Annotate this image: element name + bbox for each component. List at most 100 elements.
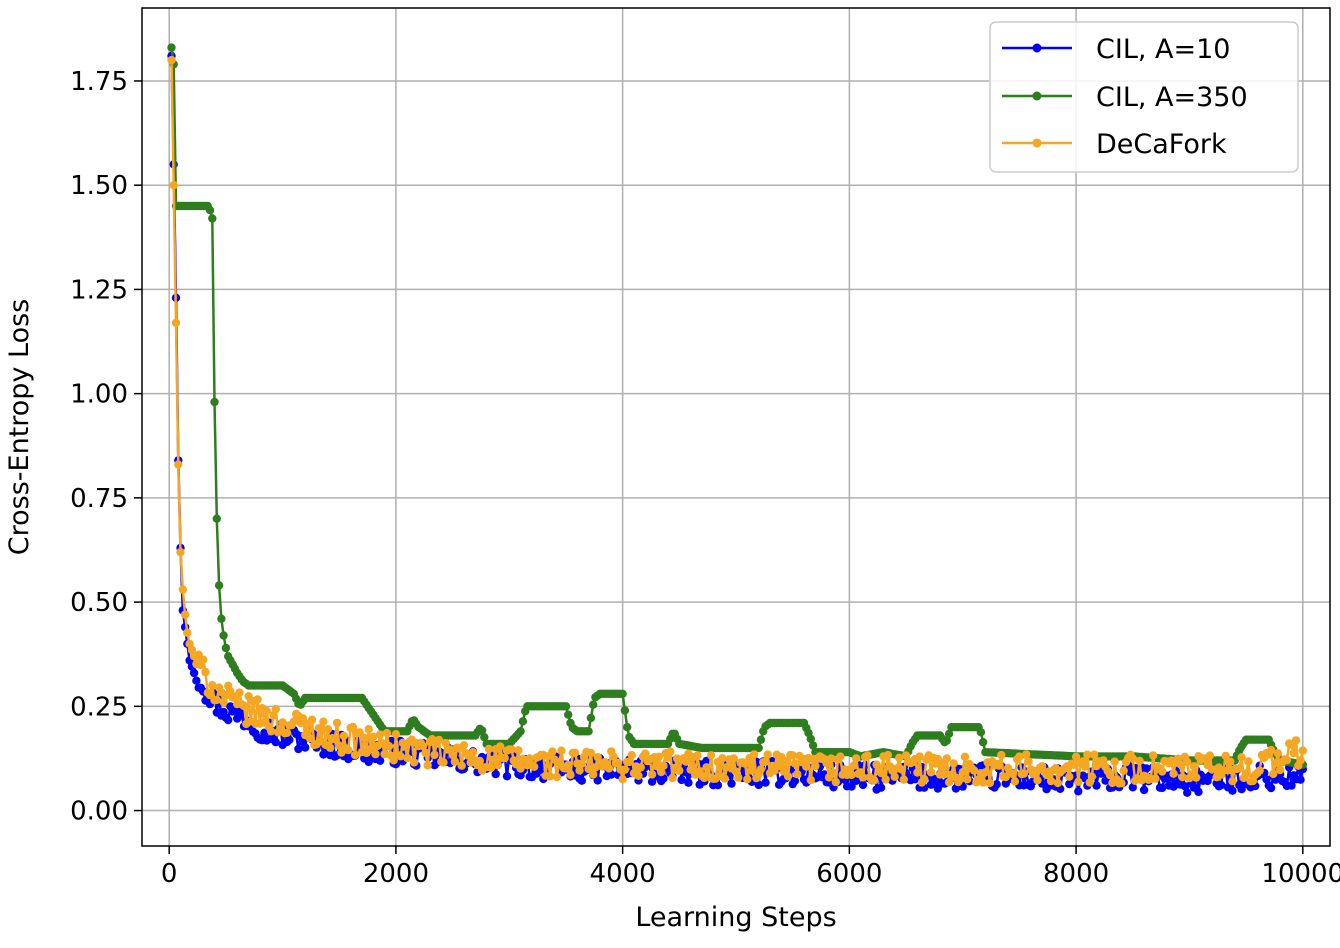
data-point bbox=[564, 760, 573, 770]
data-point bbox=[1142, 764, 1151, 773]
legend-label-decafork: DeCaFork bbox=[1096, 129, 1227, 160]
data-point bbox=[1217, 780, 1226, 790]
data-point bbox=[516, 764, 525, 773]
data-point bbox=[305, 733, 314, 743]
data-point bbox=[1296, 775, 1305, 784]
legend: CIL, A=10 CIL, A=350 DeCaFork bbox=[989, 21, 1299, 173]
data-point bbox=[375, 756, 385, 765]
data-point bbox=[1282, 755, 1292, 765]
data-point bbox=[1092, 781, 1101, 790]
data-point bbox=[659, 761, 668, 770]
data-point bbox=[734, 773, 743, 782]
data-point bbox=[260, 728, 269, 737]
data-point bbox=[675, 766, 684, 775]
data-point bbox=[289, 717, 299, 726]
data-point bbox=[491, 769, 500, 779]
data-point bbox=[350, 750, 360, 760]
y-tick-label: 1.50 bbox=[70, 171, 128, 201]
data-point bbox=[831, 777, 840, 787]
legend-label-cil-a350: CIL, A=350 bbox=[1096, 82, 1248, 113]
data-point bbox=[749, 750, 759, 759]
data-point bbox=[1287, 781, 1296, 790]
data-point bbox=[1244, 757, 1253, 766]
data-point bbox=[1151, 774, 1160, 783]
data-point bbox=[613, 758, 623, 767]
data-point bbox=[940, 770, 949, 779]
data-point bbox=[421, 748, 430, 757]
x-axis-label: Learning Steps bbox=[635, 902, 836, 933]
data-point bbox=[439, 758, 448, 767]
data-point bbox=[294, 744, 303, 754]
data-point bbox=[208, 681, 217, 690]
y-tick-label: 0.25 bbox=[70, 692, 128, 722]
data-point bbox=[448, 750, 457, 760]
data-point bbox=[221, 643, 231, 653]
data-point bbox=[199, 655, 208, 664]
data-point bbox=[1266, 745, 1276, 755]
data-point bbox=[657, 767, 666, 777]
data-point bbox=[870, 776, 879, 785]
data-point bbox=[486, 763, 496, 772]
data-point bbox=[566, 770, 575, 780]
data-point bbox=[1099, 756, 1108, 765]
data-point bbox=[754, 743, 763, 753]
data-point bbox=[931, 777, 940, 786]
data-point bbox=[239, 701, 249, 711]
data-point bbox=[702, 763, 711, 772]
data-point bbox=[1065, 779, 1074, 789]
data-point bbox=[858, 773, 868, 782]
data-point bbox=[1273, 749, 1283, 758]
data-point bbox=[847, 782, 856, 791]
data-point bbox=[1241, 769, 1251, 778]
data-point bbox=[332, 718, 342, 728]
data-point bbox=[992, 780, 1001, 789]
data-point bbox=[1071, 752, 1081, 762]
data-point bbox=[584, 727, 593, 736]
data-point bbox=[219, 697, 228, 707]
data-point bbox=[518, 717, 528, 726]
data-point bbox=[369, 732, 378, 741]
data-point bbox=[217, 614, 226, 623]
data-point bbox=[189, 668, 199, 678]
data-point bbox=[829, 768, 838, 778]
y-tick-label: 0.00 bbox=[70, 797, 128, 827]
data-point bbox=[1083, 750, 1092, 759]
data-point bbox=[743, 775, 752, 784]
data-point bbox=[956, 774, 965, 784]
data-point bbox=[1117, 779, 1126, 788]
data-point bbox=[668, 773, 677, 783]
data-point bbox=[1149, 751, 1158, 760]
data-point bbox=[1033, 776, 1042, 785]
data-point bbox=[493, 760, 503, 770]
data-point bbox=[1178, 773, 1187, 782]
data-point bbox=[180, 610, 190, 619]
data-point bbox=[1110, 757, 1119, 766]
data-point bbox=[378, 739, 387, 748]
data-point bbox=[1128, 754, 1138, 763]
y-tick-label: 1.75 bbox=[70, 67, 128, 97]
data-point bbox=[811, 761, 820, 771]
data-point bbox=[806, 775, 815, 785]
data-point bbox=[997, 750, 1006, 760]
data-point bbox=[1053, 778, 1063, 788]
data-point bbox=[960, 752, 970, 761]
data-point bbox=[761, 778, 770, 787]
data-point bbox=[627, 751, 636, 760]
data-point bbox=[1289, 748, 1298, 758]
data-point bbox=[174, 460, 183, 469]
data-point bbox=[477, 726, 487, 735]
legend-marker-cil-a350 bbox=[1032, 91, 1042, 101]
data-point bbox=[915, 752, 924, 761]
data-point bbox=[192, 676, 201, 685]
data-point bbox=[620, 706, 630, 715]
x-tick-label: 0 bbox=[161, 859, 178, 889]
data-point bbox=[1074, 777, 1083, 786]
data-point bbox=[761, 757, 770, 766]
data-point bbox=[1158, 767, 1167, 776]
data-point bbox=[949, 759, 958, 768]
data-point bbox=[890, 772, 899, 781]
data-point bbox=[459, 741, 469, 750]
data-point bbox=[1266, 783, 1276, 793]
data-point bbox=[1008, 769, 1017, 779]
